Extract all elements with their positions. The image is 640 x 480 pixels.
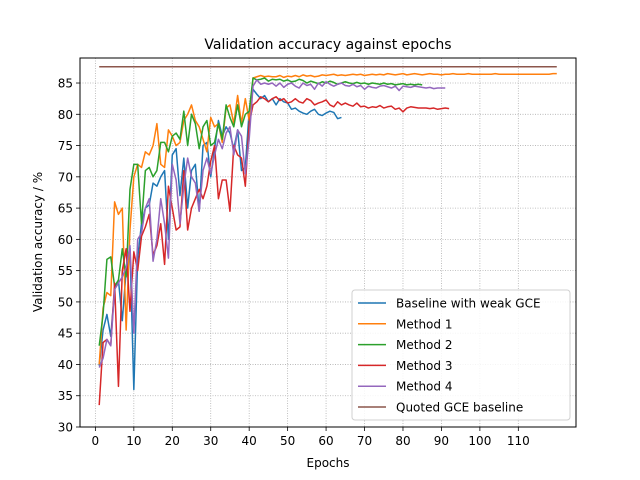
series-line-5 (98, 79, 446, 368)
x-axis-label: Epochs (307, 456, 350, 470)
x-tick-label: 80 (395, 434, 410, 448)
y-tick-label: 65 (58, 202, 73, 216)
y-tick-label: 45 (58, 327, 73, 341)
y-axis-label: Validation accuracy / % (31, 172, 45, 312)
chart-title: Validation accuracy against epochs (204, 37, 451, 53)
y-tick-label: 55 (58, 264, 73, 278)
legend-box (351, 289, 571, 421)
legend-entry-label: Method 1 (396, 317, 452, 331)
series-line-2 (98, 72, 557, 365)
x-tick-label: 10 (126, 434, 141, 448)
x-tick-label: 0 (92, 434, 100, 448)
legend-entry-label: Method 3 (396, 359, 452, 373)
series-line-4 (98, 96, 450, 406)
x-tick-label: 70 (357, 434, 372, 448)
y-tick-label: 50 (58, 295, 73, 309)
y-tick-label: 35 (58, 389, 73, 403)
y-tick-label: 80 (58, 108, 73, 122)
plot-frame (79, 57, 577, 428)
series-lines (98, 66, 557, 406)
y-tick-label: 70 (58, 170, 73, 184)
y-tick-label: 40 (58, 358, 73, 372)
legend-entry-label: Quoted GCE baseline (396, 401, 523, 415)
x-axis-ticks: 0 10 20 30 40 50 60 70 80 90 100 110 (92, 427, 530, 448)
x-tick-label: 20 (165, 434, 180, 448)
x-tick-label: 100 (468, 434, 491, 448)
x-tick-label: 90 (434, 434, 449, 448)
x-tick-label: 60 (318, 434, 333, 448)
y-tick-label: 75 (58, 139, 73, 153)
legend-entry-label: Baseline with weak GCE (396, 297, 541, 311)
legend-entry-label: Method 2 (396, 338, 452, 352)
legend-entry-label: Method 4 (396, 380, 452, 394)
series-line-3 (98, 77, 423, 346)
y-tick-label: 85 (58, 77, 73, 91)
x-tick-label: 110 (507, 434, 530, 448)
y-tick-label: 30 (58, 421, 73, 435)
x-tick-label: 40 (242, 434, 257, 448)
legend: Baseline with weak GCE Method 1 Method 2 Me… (351, 289, 571, 421)
x-tick-label: 50 (280, 434, 295, 448)
y-tick-label: 60 (58, 233, 73, 247)
x-tick-label: 30 (203, 434, 218, 448)
y-axis-ticks: 30 35 40 45 50 55 60 65 70 75 80 85 (58, 77, 80, 435)
